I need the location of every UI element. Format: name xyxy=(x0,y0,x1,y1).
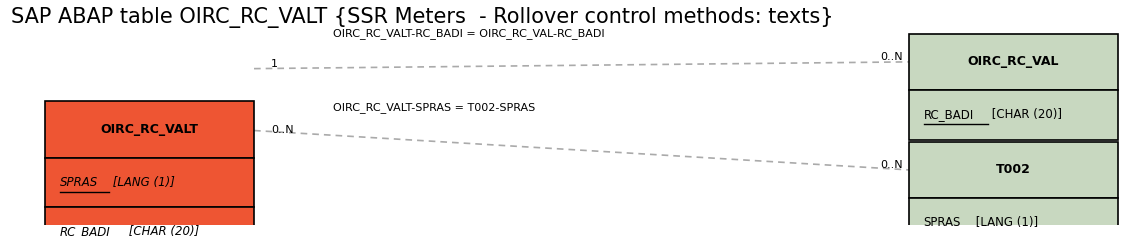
Text: SAP ABAP table OIRC_RC_VALT {SSR Meters  - Rollover control methods: texts}: SAP ABAP table OIRC_RC_VALT {SSR Meters … xyxy=(11,7,834,28)
Bar xyxy=(45,101,254,158)
Text: RC_BADI: RC_BADI xyxy=(60,225,111,237)
Text: SPRAS: SPRAS xyxy=(924,216,961,229)
Text: [LANG (1)]: [LANG (1)] xyxy=(972,216,1038,229)
Text: OIRC_RC_VALT-SPRAS = T002-SPRAS: OIRC_RC_VALT-SPRAS = T002-SPRAS xyxy=(333,102,535,113)
Text: OIRC_RC_VALT: OIRC_RC_VALT xyxy=(100,123,199,136)
Bar xyxy=(909,90,1118,140)
Text: 0..N: 0..N xyxy=(881,160,903,170)
Text: T002: T002 xyxy=(996,163,1031,176)
Text: [CHAR (20)]: [CHAR (20)] xyxy=(125,225,200,237)
Bar xyxy=(45,207,254,237)
Text: [LANG (1)]: [LANG (1)] xyxy=(110,176,175,189)
Text: SPRAS: SPRAS xyxy=(60,176,98,189)
Text: [CHAR (20)]: [CHAR (20)] xyxy=(988,108,1062,121)
Text: RC_BADI: RC_BADI xyxy=(924,108,974,121)
Bar xyxy=(909,34,1118,90)
Text: 0..N: 0..N xyxy=(271,125,294,135)
Bar xyxy=(45,158,254,207)
Bar xyxy=(909,142,1118,198)
Text: OIRC_RC_VAL: OIRC_RC_VAL xyxy=(968,55,1059,68)
Bar xyxy=(909,198,1118,237)
Text: 0..N: 0..N xyxy=(881,52,903,62)
Text: OIRC_RC_VALT-RC_BADI = OIRC_RC_VAL-RC_BADI: OIRC_RC_VALT-RC_BADI = OIRC_RC_VAL-RC_BA… xyxy=(333,28,605,39)
Text: 1: 1 xyxy=(271,59,278,69)
